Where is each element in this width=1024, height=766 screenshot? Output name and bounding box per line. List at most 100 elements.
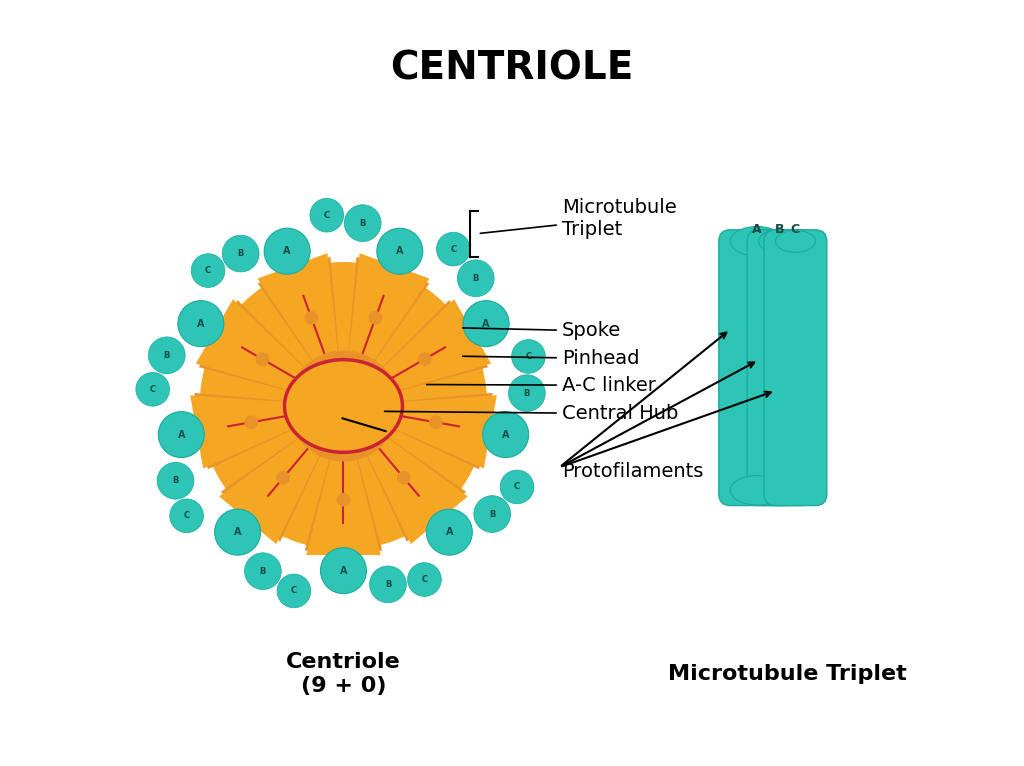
Polygon shape xyxy=(190,395,343,469)
Text: Central Hub: Central Hub xyxy=(385,404,678,423)
Polygon shape xyxy=(343,300,488,406)
Circle shape xyxy=(289,352,398,461)
Circle shape xyxy=(222,235,259,272)
Circle shape xyxy=(278,472,290,484)
Circle shape xyxy=(482,411,528,457)
Text: B: B xyxy=(164,351,170,360)
Circle shape xyxy=(337,493,349,506)
Text: B: B xyxy=(359,218,366,228)
Text: Microtubule
Triplet: Microtubule Triplet xyxy=(480,198,677,239)
Circle shape xyxy=(278,574,310,607)
Text: B: B xyxy=(238,249,244,258)
Circle shape xyxy=(305,312,317,324)
Polygon shape xyxy=(219,406,343,544)
Text: A: A xyxy=(177,430,185,440)
Circle shape xyxy=(201,263,486,549)
Circle shape xyxy=(245,553,282,590)
Polygon shape xyxy=(343,253,429,406)
Text: C: C xyxy=(421,575,427,584)
Text: C: C xyxy=(525,352,531,361)
Text: A: A xyxy=(396,246,403,256)
Circle shape xyxy=(178,301,224,347)
Text: B: B xyxy=(523,388,530,398)
Ellipse shape xyxy=(730,227,784,256)
FancyBboxPatch shape xyxy=(719,230,796,506)
Text: B: B xyxy=(385,580,391,589)
Polygon shape xyxy=(199,300,343,406)
Text: C: C xyxy=(451,244,457,254)
Text: A: A xyxy=(340,565,347,576)
Text: B: B xyxy=(775,224,784,236)
Text: C: C xyxy=(183,512,189,520)
Circle shape xyxy=(377,228,423,274)
Text: C: C xyxy=(150,385,156,394)
Text: Protofilaments: Protofilaments xyxy=(562,462,703,480)
Circle shape xyxy=(430,416,442,428)
Text: C: C xyxy=(324,211,330,220)
Text: A: A xyxy=(753,224,762,236)
Polygon shape xyxy=(343,257,429,406)
Circle shape xyxy=(148,337,185,374)
Circle shape xyxy=(370,312,382,324)
Polygon shape xyxy=(258,257,343,406)
Polygon shape xyxy=(343,300,492,406)
Text: CENTRIOLE: CENTRIOLE xyxy=(390,50,634,88)
Text: A: A xyxy=(445,527,453,537)
Polygon shape xyxy=(306,406,381,555)
Circle shape xyxy=(264,228,310,274)
Polygon shape xyxy=(343,393,493,470)
Circle shape xyxy=(436,232,470,266)
Text: B: B xyxy=(260,567,266,576)
Polygon shape xyxy=(343,395,497,469)
Circle shape xyxy=(509,375,545,411)
Circle shape xyxy=(512,339,546,373)
Text: A-C linker: A-C linker xyxy=(427,376,655,394)
Circle shape xyxy=(215,509,260,555)
Text: A: A xyxy=(284,246,291,256)
Polygon shape xyxy=(343,406,466,542)
Circle shape xyxy=(408,563,441,597)
Circle shape xyxy=(157,463,194,499)
Text: Pinhead: Pinhead xyxy=(463,349,639,368)
Text: B: B xyxy=(472,273,479,283)
Circle shape xyxy=(458,260,495,296)
Text: Spoke: Spoke xyxy=(463,322,621,340)
Ellipse shape xyxy=(730,476,784,505)
Circle shape xyxy=(159,411,204,457)
Polygon shape xyxy=(343,406,468,544)
Circle shape xyxy=(256,353,268,365)
Text: B: B xyxy=(489,509,496,519)
Polygon shape xyxy=(221,406,343,542)
Polygon shape xyxy=(195,393,343,470)
Circle shape xyxy=(321,548,367,594)
Polygon shape xyxy=(305,406,382,551)
Circle shape xyxy=(170,499,204,532)
Text: A: A xyxy=(197,319,205,329)
Ellipse shape xyxy=(285,360,402,453)
Text: C: C xyxy=(791,224,800,236)
Text: C: C xyxy=(291,587,297,595)
Circle shape xyxy=(191,254,225,287)
Text: Centriole
(9 + 0): Centriole (9 + 0) xyxy=(286,653,400,696)
Text: B: B xyxy=(172,476,179,485)
Circle shape xyxy=(344,205,381,241)
Text: A: A xyxy=(482,319,489,329)
Circle shape xyxy=(474,496,511,532)
Text: C: C xyxy=(514,483,520,492)
Circle shape xyxy=(463,301,509,347)
Polygon shape xyxy=(196,300,343,406)
Circle shape xyxy=(397,472,410,484)
FancyBboxPatch shape xyxy=(748,230,813,506)
FancyBboxPatch shape xyxy=(764,230,826,506)
Circle shape xyxy=(370,566,407,603)
Circle shape xyxy=(426,509,472,555)
Ellipse shape xyxy=(775,231,815,252)
Text: Microtubule Triplet: Microtubule Triplet xyxy=(669,664,907,684)
Circle shape xyxy=(500,470,534,504)
Text: C: C xyxy=(205,266,211,275)
Circle shape xyxy=(310,198,344,232)
Polygon shape xyxy=(258,253,343,406)
Text: A: A xyxy=(502,430,509,440)
Circle shape xyxy=(419,353,431,365)
Circle shape xyxy=(136,372,170,406)
